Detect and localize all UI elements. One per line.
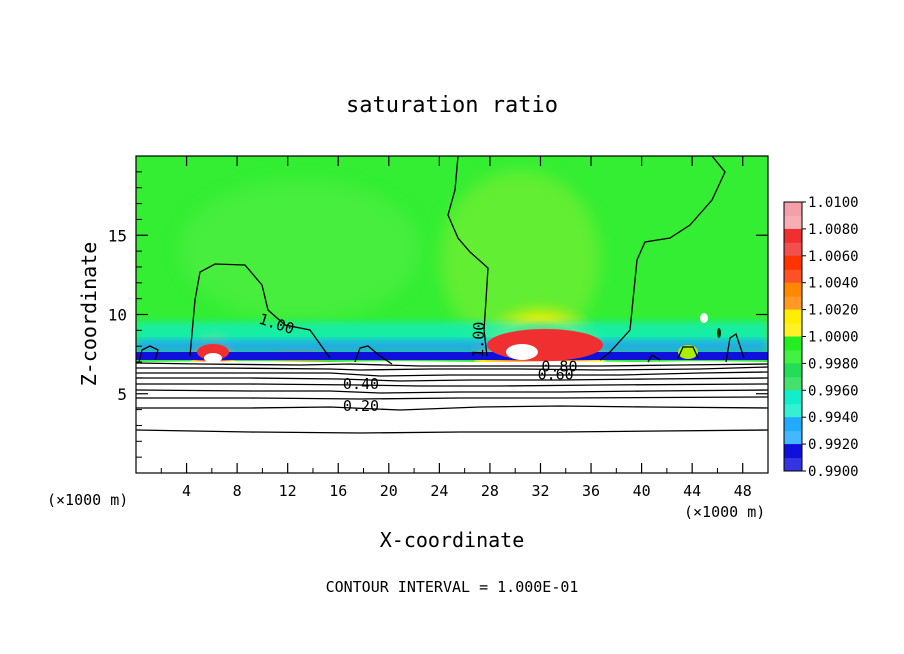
colorbar-swatch <box>784 336 802 351</box>
contour-wisp-18km <box>354 345 393 365</box>
plume-6km-white <box>204 353 222 363</box>
contour-0-80 <box>136 366 768 371</box>
contour-0-10 <box>136 429 768 434</box>
contour-label: 1.00 <box>469 321 488 358</box>
colorbar: 1.0100 1.0080 1.0060 1.0040 1.0020 1.0000 0.99… <box>783 195 859 480</box>
colorbar-swatch <box>784 242 802 257</box>
x-tick-label: 36 <box>582 482 600 500</box>
colorbar-swatch <box>784 390 802 405</box>
lower-white-region <box>136 361 768 473</box>
x-tick-label: 40 <box>633 482 651 500</box>
colorbar-label: 0.9980 <box>808 356 859 372</box>
contour-labels: 1.00 1.000.800.600.400.20 <box>257 310 578 415</box>
contour-0-90 <box>136 362 768 367</box>
contour-1-00-right <box>599 156 726 361</box>
contour-0-50 <box>136 383 768 387</box>
colorbar-swatch <box>784 363 802 378</box>
colorbar-label: 1.0080 <box>808 222 859 238</box>
colorbar-swatch <box>784 403 802 418</box>
colorbar-swatch <box>784 444 802 459</box>
contour-0-20 <box>136 405 768 411</box>
colorbar-swatch <box>784 215 802 230</box>
x-tick-label: 44 <box>683 482 701 500</box>
contour-0-30 <box>136 396 768 400</box>
colorbar-swatch <box>784 376 802 391</box>
contour-label: 0.60 <box>538 365 574 383</box>
contour-0-40 <box>136 389 768 394</box>
colorbar-swatch <box>784 255 802 270</box>
colorbar-swatch <box>784 228 802 243</box>
colorbar-label: 1.0000 <box>808 330 859 346</box>
x-tick-label: 4 <box>182 482 191 500</box>
contour-1-00-mid <box>447 156 489 357</box>
y-tick-label: 5 <box>117 385 127 404</box>
colorbar-swatch <box>784 430 802 445</box>
dry-spot-45km <box>700 313 708 323</box>
x-tick-label: 12 <box>279 482 297 500</box>
colorbar-label: 0.9960 <box>808 383 859 399</box>
x-tick-label: 24 <box>430 482 448 500</box>
dark-spot-46km <box>717 328 721 338</box>
contour-wisp-1km <box>138 345 159 363</box>
x-axis: 4 8 12 16 20 24 28 32 36 40 44 48 <box>160 156 752 500</box>
dry-band-blue <box>136 340 768 354</box>
colorbar-swatch <box>784 457 802 472</box>
contour-label: 0.40 <box>343 375 379 393</box>
contour-interval-note: CONTOUR INTERVAL = 1.000E-01 <box>326 578 579 596</box>
contour-label: 0.80 <box>541 358 577 376</box>
x-tick-label: 28 <box>481 482 499 500</box>
plume-32km-white <box>506 344 538 360</box>
x-axis-label: X-coordinate <box>380 528 525 552</box>
y-tick-label: 10 <box>108 306 127 325</box>
y-tick-label: 15 <box>108 226 127 245</box>
contours <box>136 156 768 434</box>
colorbar-label: 1.0040 <box>808 276 859 292</box>
colorbar-swatch <box>784 323 802 337</box>
contour-label: 0.20 <box>343 397 379 415</box>
field-light-green <box>180 180 420 320</box>
x-unit-right: (×1000 m) <box>684 503 765 521</box>
x-tick-label: 8 <box>233 482 242 500</box>
y-axis: 5 10 15 <box>108 171 768 458</box>
chart-title: saturation ratio <box>346 93 558 118</box>
colorbar-swatch <box>784 269 802 284</box>
colorbar-label: 1.0020 <box>808 303 859 319</box>
colorbar-label: 0.9920 <box>808 437 859 453</box>
colorbar-swatch <box>784 282 802 297</box>
y-axis-label: Z-coordinate <box>77 242 101 387</box>
colorbar-label: 1.0100 <box>808 195 859 211</box>
plume-32km-core <box>487 329 603 361</box>
contour-0-70 <box>136 371 768 377</box>
colorbar-swatch <box>784 309 802 324</box>
x-tick-label: 48 <box>734 482 752 500</box>
x-tick-label: 20 <box>380 482 398 500</box>
contour-0-60 <box>136 377 768 382</box>
contour-blob-42km <box>677 346 699 359</box>
colorbar-swatch <box>784 417 802 432</box>
x-unit-left: (×1000 m) <box>47 491 128 509</box>
colorbar-swatch <box>784 296 802 311</box>
colorbar-swatch <box>784 202 802 216</box>
contour-1-00-left <box>189 263 331 359</box>
plot-field: 1.00 1.000.800.600.400.20 <box>136 156 768 473</box>
colorbar-label: 0.9940 <box>808 410 859 426</box>
x-tick-label: 32 <box>531 482 549 500</box>
colorbar-label: 1.0060 <box>808 249 859 265</box>
dry-band-deep-blue <box>136 352 768 360</box>
x-tick-label: 16 <box>329 482 347 500</box>
contour-wisp-47km <box>725 332 745 363</box>
colorbar-label: 0.9900 <box>808 464 859 480</box>
colorbar-swatch <box>784 349 802 364</box>
contour-wisp-41km <box>647 354 661 363</box>
